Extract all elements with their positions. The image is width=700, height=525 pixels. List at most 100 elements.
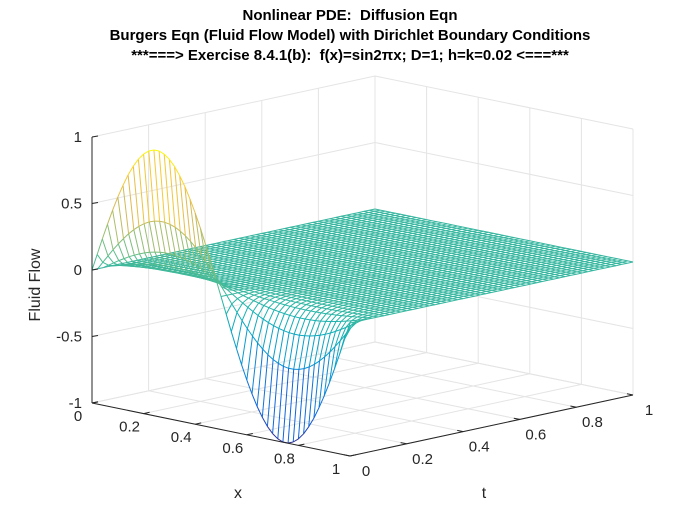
mesh-line	[113, 262, 120, 266]
mesh-line	[184, 186, 191, 200]
mesh-line	[179, 230, 186, 237]
mesh-line	[279, 299, 286, 304]
mesh-line	[103, 264, 109, 269]
mesh-line	[285, 297, 292, 301]
grid-line	[205, 378, 464, 433]
mesh-line	[300, 308, 306, 311]
mesh-line	[96, 238, 103, 255]
mesh-line	[288, 316, 296, 333]
mesh-line	[143, 150, 150, 155]
mesh-line	[242, 297, 249, 304]
mesh-line	[132, 166, 140, 227]
mesh-line	[127, 174, 135, 230]
mesh-line	[118, 258, 125, 262]
mesh-line	[184, 186, 191, 242]
mesh-line	[314, 312, 322, 321]
surface-mesh	[91, 149, 634, 444]
mesh-line	[138, 226, 146, 254]
mesh-line	[206, 272, 213, 277]
mesh-line	[272, 328, 280, 360]
mesh-line	[200, 254, 207, 273]
mesh-line	[122, 174, 129, 186]
mesh-line	[221, 286, 228, 291]
mesh-line	[246, 328, 253, 337]
mesh-line	[257, 315, 264, 320]
grid-line	[298, 383, 582, 446]
mesh-line	[336, 310, 343, 312]
mesh-line	[316, 302, 323, 305]
mesh-line	[180, 256, 187, 261]
mesh-line	[480, 293, 486, 296]
mesh-line	[258, 302, 265, 306]
mesh-line	[107, 249, 114, 257]
grid-line	[374, 341, 634, 396]
mesh-line	[138, 223, 145, 227]
mesh-line	[256, 406, 263, 418]
mesh-line	[169, 224, 177, 256]
mesh-line	[128, 233, 135, 256]
mesh-line	[205, 261, 212, 271]
mesh-line	[128, 254, 135, 258]
mesh-line	[325, 309, 333, 315]
mesh-line	[294, 302, 302, 309]
mesh-line	[412, 307, 419, 311]
mesh-line	[440, 301, 447, 304]
mesh-line	[310, 319, 316, 322]
mesh-line	[181, 268, 187, 271]
mesh-line	[123, 238, 130, 257]
title-line-2: Burgers Eqn (Fluid Flow Model) with Diri…	[109, 27, 591, 44]
mesh-line	[139, 252, 145, 255]
mesh-line	[160, 264, 167, 271]
mesh-line	[285, 295, 292, 298]
mesh-line	[267, 309, 275, 323]
mesh-line	[274, 301, 280, 304]
mesh-line	[246, 379, 253, 395]
mesh-line	[258, 294, 265, 298]
mesh-line	[530, 282, 537, 285]
mesh-line	[280, 295, 287, 299]
mesh-line	[457, 298, 464, 301]
mesh-line	[189, 199, 197, 248]
mesh-line	[342, 311, 348, 313]
mesh-line	[262, 348, 269, 356]
mesh-line	[264, 292, 271, 295]
mesh-line	[300, 300, 307, 304]
mesh-line	[242, 302, 249, 308]
mesh-line	[253, 296, 260, 302]
mesh-line	[400, 310, 407, 313]
mesh-line	[201, 275, 208, 279]
mesh-line	[309, 311, 317, 321]
mesh-line	[155, 264, 161, 266]
mesh-line	[542, 279, 549, 282]
mesh-line	[300, 304, 307, 310]
mesh-line	[274, 294, 281, 298]
mesh-line	[315, 307, 322, 313]
mesh-line	[231, 298, 238, 305]
mesh-line	[311, 299, 318, 303]
mesh-line	[215, 278, 222, 297]
mesh-line	[320, 308, 327, 314]
mesh-line	[305, 309, 311, 312]
mesh-line	[138, 153, 144, 160]
mesh-line	[267, 325, 275, 355]
mesh-line	[154, 251, 162, 266]
mesh-line	[180, 257, 187, 271]
mesh-line	[296, 298, 302, 301]
mesh-line	[247, 306, 254, 312]
mesh-line	[267, 354, 274, 360]
mesh-line	[347, 309, 354, 313]
mesh-line	[326, 308, 332, 311]
mesh-line	[246, 311, 254, 329]
mesh-line	[137, 159, 145, 224]
mesh-line	[143, 223, 151, 253]
mesh-line	[227, 289, 233, 291]
mesh-line	[231, 303, 238, 313]
mesh-line	[164, 252, 172, 267]
mesh-line	[284, 304, 291, 307]
mesh-line	[165, 265, 171, 268]
mesh-line	[257, 305, 265, 316]
mesh-line	[604, 266, 611, 269]
grid-line	[91, 341, 376, 404]
mesh-line	[236, 302, 244, 313]
mesh-line	[429, 304, 436, 307]
